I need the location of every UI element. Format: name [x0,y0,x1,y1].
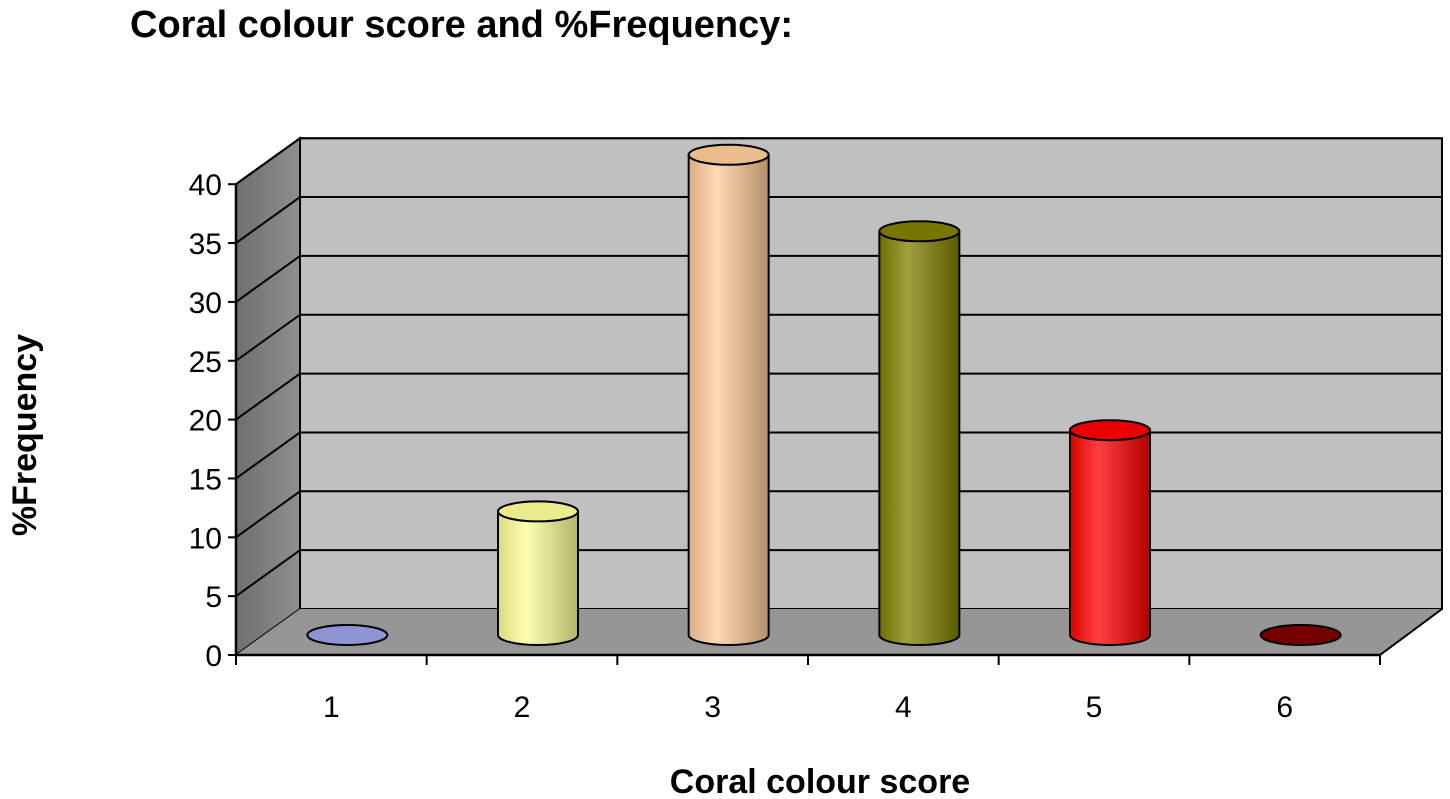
y-tick-label: 10 [189,522,222,555]
y-axis-label: %Frequency [6,334,44,536]
chart-title: Coral colour score and %Frequency: [130,4,794,46]
gridline-side [235,490,301,539]
bar-cap [687,143,770,166]
bar-cap [497,500,579,523]
bar [1069,419,1151,646]
gridline-side [235,372,301,421]
bar-body [1069,429,1151,646]
bar-cap [1069,419,1151,442]
gridline-side [235,196,301,244]
gridline-side [235,255,301,303]
bar-body [878,230,961,646]
bar-cap [1259,624,1342,646]
axes [228,183,1443,665]
bar-body [497,510,579,646]
y-tick-label: 5 [205,581,222,614]
bar-body [687,153,770,646]
gridlines [235,137,1442,597]
bar-cap [878,220,961,243]
bar [687,143,770,646]
bar [497,500,579,646]
bar [306,624,389,646]
bar [1259,624,1342,646]
bar-series [306,143,1342,646]
y-tick-label: 15 [189,463,222,496]
gridline-side [235,431,301,480]
gridline-side [235,313,301,362]
gridline-side [235,549,301,597]
x-tick-label: 2 [514,691,531,724]
chart-walls [235,136,1443,657]
bar-cap [306,624,389,646]
x-tick-label: 4 [895,691,912,724]
y-tick-labels: 0 5 10 15 20 25 30 35 40 [189,169,222,673]
x-tick-labels: 1 2 3 4 5 6 [323,691,1293,724]
x-tick-label: 3 [704,691,721,724]
floor-edge [1379,608,1443,656]
x-tick-label: 6 [1276,691,1293,724]
x-axis-label: Coral colour score [670,763,970,799]
y-tick-label: 20 [189,405,222,438]
y-tick-label: 40 [189,169,222,202]
x-tick-label: 5 [1086,691,1103,724]
y-tick-label: 30 [189,287,222,320]
gridline-side [235,137,301,186]
x-tick-label: 1 [323,691,340,724]
y-tick-label: 25 [189,346,222,379]
bar [878,220,961,646]
y-tick-label: 0 [205,640,222,673]
y-tick-label: 35 [189,228,222,261]
